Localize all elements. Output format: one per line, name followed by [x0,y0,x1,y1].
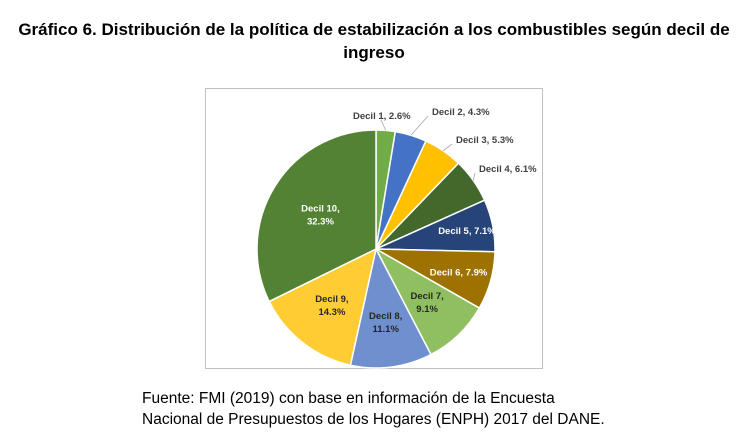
leader-line-decil-4 [472,172,476,181]
chart-title-line-2: ingreso [343,43,405,62]
leader-line-decil-2 [410,115,429,136]
source-line-2: Nacional de Presupuestos de los Hogares … [142,411,605,428]
slice-label-decil-7: Decil 7, 9.1% [410,291,443,315]
slice-label-decil-8: Decil 8, 11.1% [369,311,402,335]
slice-label-decil-2: Decil 2, 4.3% [432,107,490,118]
chart-title-line-1: Gráfico 6. Distribución de la política d… [18,20,730,39]
slice-label-decil-4: Decil 4, 6.1% [479,164,537,175]
pie-slice-decil-10 [256,129,377,303]
slice-label-decil-5: Decil 5, 7.1% [438,226,496,237]
slice-label-decil-10: Decil 10, 32.3% [301,203,340,227]
pie-slice-decil-8 [349,246,432,369]
source-note: Fuente: FMI (2019) con base en informaci… [142,388,605,430]
leader-line-decil-3 [442,143,453,152]
slice-label-decil-9: Decil 9, 14.3% [315,294,348,318]
pie-slice-decil-9 [268,247,378,367]
source-line-1: Fuente: FMI (2019) con base en informaci… [142,390,555,407]
leader-line-decil-1 [380,119,387,131]
slice-label-decil-1: Decil 1, 2.6% [353,111,411,122]
slice-label-decil-6: Decil 6, 7.9% [430,267,488,278]
chart-title: Gráfico 6. Distribución de la política d… [0,18,748,64]
slice-label-decil-3: Decil 3, 5.3% [456,135,514,146]
